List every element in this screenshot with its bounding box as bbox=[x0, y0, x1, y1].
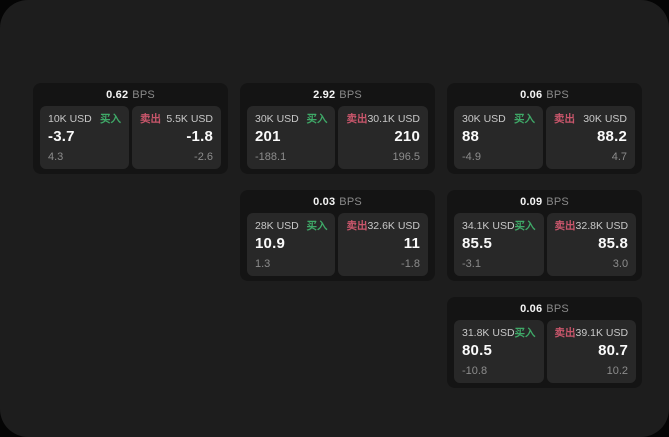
card-header: 2.92 BPS bbox=[240, 83, 435, 106]
sell-tag: 卖出 bbox=[140, 113, 161, 125]
sell-value: 80.7 bbox=[598, 342, 629, 359]
buy-panel[interactable]: 28K USD 买入 10.9 1.3 bbox=[247, 213, 336, 276]
card-header: 0.06 BPS bbox=[447, 83, 642, 106]
quote-card-5: 0.09 BPS 34.1K USD 买入 85.5 -3.1 卖出 32.8K… bbox=[447, 190, 642, 281]
quote-card-4: 0.03 BPS 28K USD 买入 10.9 1.3 卖出 32.6K US… bbox=[240, 190, 435, 281]
sell-delta: -1.8 bbox=[401, 258, 420, 270]
buy-amount: 28K USD bbox=[255, 220, 299, 232]
buy-amount: 31.8K USD bbox=[462, 327, 515, 339]
bps-value: 0.09 bbox=[520, 195, 543, 208]
quote-card-1: 0.62 BPS 10K USD 买入 -3.7 4.3 卖出 5.5K USD… bbox=[33, 83, 228, 174]
bps-value: 0.06 bbox=[520, 302, 543, 315]
card-body: 30K USD 买入 88 -4.9 卖出 30K USD 88.2 4.7 bbox=[447, 106, 642, 169]
sell-delta: -2.6 bbox=[194, 151, 213, 163]
buy-tag: 买入 bbox=[514, 327, 536, 339]
quote-card-2: 2.92 BPS 30K USD 买入 201 -188.1 卖出 30.1K … bbox=[240, 83, 435, 174]
buy-delta: 4.3 bbox=[48, 151, 64, 163]
buy-value: -3.7 bbox=[48, 128, 75, 145]
buy-delta: -4.9 bbox=[462, 151, 481, 163]
bps-unit-label: BPS bbox=[546, 88, 569, 101]
sell-amount: 32.8K USD bbox=[575, 220, 629, 232]
buy-panel[interactable]: 31.8K USD 买入 80.5 -10.8 bbox=[454, 320, 544, 383]
sell-panel[interactable]: 卖出 5.5K USD -1.8 -2.6 bbox=[132, 106, 221, 169]
buy-tag: 买入 bbox=[514, 113, 535, 125]
buy-value: 85.5 bbox=[462, 235, 492, 252]
sell-panel[interactable]: 卖出 32.8K USD 85.8 3.0 bbox=[546, 213, 637, 276]
buy-panel[interactable]: 30K USD 买入 88 -4.9 bbox=[454, 106, 543, 169]
sell-panel[interactable]: 卖出 39.1K USD 80.7 10.2 bbox=[546, 320, 637, 383]
card-header: 0.06 BPS bbox=[447, 297, 642, 320]
sell-panel[interactable]: 卖出 30.1K USD 210 196.5 bbox=[338, 106, 428, 169]
card-body: 28K USD 买入 10.9 1.3 卖出 32.6K USD 11 -1.8 bbox=[240, 213, 435, 276]
sell-amount: 30.1K USD bbox=[367, 113, 420, 125]
card-header: 0.09 BPS bbox=[447, 190, 642, 213]
buy-delta: 1.3 bbox=[255, 258, 271, 270]
sell-value: 210 bbox=[394, 128, 420, 145]
card-body: 34.1K USD 买入 85.5 -3.1 卖出 32.8K USD 85.8… bbox=[447, 213, 642, 276]
buy-value: 88 bbox=[462, 128, 480, 145]
bps-value: 0.06 bbox=[520, 88, 543, 101]
sell-amount: 32.6K USD bbox=[367, 220, 420, 232]
sell-delta: 10.2 bbox=[606, 365, 629, 377]
buy-amount: 30K USD bbox=[255, 113, 299, 125]
buy-amount: 34.1K USD bbox=[462, 220, 515, 232]
buy-panel[interactable]: 10K USD 买入 -3.7 4.3 bbox=[40, 106, 129, 169]
buy-delta: -188.1 bbox=[255, 151, 287, 163]
sell-tag: 卖出 bbox=[554, 327, 576, 339]
sell-tag: 卖出 bbox=[554, 113, 575, 125]
sell-tag: 卖出 bbox=[554, 220, 576, 232]
quote-card-6: 0.06 BPS 31.8K USD 买入 80.5 -10.8 卖出 39.1… bbox=[447, 297, 642, 388]
buy-panel[interactable]: 34.1K USD 买入 85.5 -3.1 bbox=[454, 213, 544, 276]
buy-tag: 买入 bbox=[514, 220, 536, 232]
bps-unit-label: BPS bbox=[546, 302, 569, 315]
sell-panel[interactable]: 卖出 30K USD 88.2 4.7 bbox=[546, 106, 635, 169]
sell-tag: 卖出 bbox=[346, 220, 368, 232]
buy-delta: -3.1 bbox=[462, 258, 481, 270]
buy-amount: 10K USD bbox=[48, 113, 92, 125]
buy-amount: 30K USD bbox=[462, 113, 506, 125]
card-body: 30K USD 买入 201 -188.1 卖出 30.1K USD 210 1… bbox=[240, 106, 435, 169]
sell-delta: 3.0 bbox=[612, 258, 629, 270]
bps-value: 0.62 bbox=[106, 88, 129, 101]
card-body: 31.8K USD 买入 80.5 -10.8 卖出 39.1K USD 80.… bbox=[447, 320, 642, 383]
sell-delta: 4.7 bbox=[611, 151, 627, 163]
buy-value: 80.5 bbox=[462, 342, 492, 359]
bps-value: 2.92 bbox=[313, 88, 336, 101]
bps-value: 0.03 bbox=[313, 195, 336, 208]
buy-panel[interactable]: 30K USD 买入 201 -188.1 bbox=[247, 106, 336, 169]
sell-panel[interactable]: 卖出 32.6K USD 11 -1.8 bbox=[338, 213, 428, 276]
sell-value: -1.8 bbox=[186, 128, 213, 145]
sell-amount: 39.1K USD bbox=[575, 327, 629, 339]
buy-value: 201 bbox=[255, 128, 281, 145]
sell-delta: 196.5 bbox=[392, 151, 420, 163]
sell-amount: 5.5K USD bbox=[166, 113, 213, 125]
bps-unit-label: BPS bbox=[339, 88, 362, 101]
sell-amount: 30K USD bbox=[583, 113, 627, 125]
sell-value: 11 bbox=[403, 235, 420, 252]
sell-value: 85.8 bbox=[598, 235, 629, 252]
card-body: 10K USD 买入 -3.7 4.3 卖出 5.5K USD -1.8 -2.… bbox=[33, 106, 228, 169]
buy-delta: -10.8 bbox=[462, 365, 488, 377]
buy-value: 10.9 bbox=[255, 235, 285, 252]
buy-tag: 买入 bbox=[100, 113, 121, 125]
card-header: 0.62 BPS bbox=[33, 83, 228, 106]
bps-unit-label: BPS bbox=[132, 88, 155, 101]
quote-card-3: 0.06 BPS 30K USD 买入 88 -4.9 卖出 30K USD 8… bbox=[447, 83, 642, 174]
buy-tag: 买入 bbox=[306, 113, 328, 125]
bps-unit-label: BPS bbox=[339, 195, 362, 208]
bps-unit-label: BPS bbox=[546, 195, 569, 208]
sell-tag: 卖出 bbox=[346, 113, 368, 125]
sell-value: 88.2 bbox=[597, 128, 627, 145]
card-header: 0.03 BPS bbox=[240, 190, 435, 213]
buy-tag: 买入 bbox=[306, 220, 328, 232]
